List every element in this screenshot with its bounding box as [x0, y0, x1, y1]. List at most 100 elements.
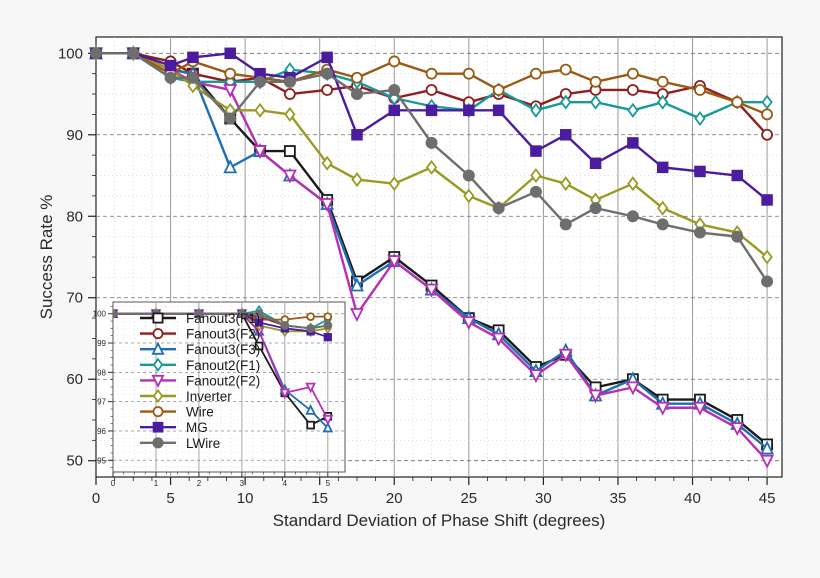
x-tick-label: 5	[166, 490, 174, 507]
data-point-marker	[127, 47, 140, 60]
inset-gridlines	[113, 302, 345, 472]
data-point-marker	[279, 388, 291, 400]
series-lwire	[89, 47, 774, 288]
legend-item-fanout2-f1[interactable]: Fanout2(F1)	[140, 357, 260, 373]
inset-y-tick-label: 96	[97, 427, 106, 436]
data-point-marker	[424, 283, 439, 298]
data-point-marker	[164, 71, 177, 84]
data-point-marker	[224, 67, 237, 80]
data-point-marker	[760, 440, 775, 455]
data-series-group	[89, 45, 775, 469]
data-point-marker	[560, 129, 572, 141]
legend-label: Fanout2(F1)	[186, 358, 260, 373]
data-point-marker	[656, 218, 669, 231]
data-point-marker	[284, 106, 296, 122]
data-point-marker	[152, 312, 164, 324]
y-tick-label: 90	[66, 127, 83, 144]
data-point-marker	[656, 75, 669, 88]
data-point-marker	[187, 51, 199, 64]
legend-item-inverter[interactable]: Inverter	[140, 388, 232, 404]
data-point-marker	[492, 104, 505, 117]
inset-x-tick-label: 5	[326, 479, 331, 488]
inset-series-group	[113, 304, 334, 433]
data-point-marker	[694, 84, 706, 96]
legend-label: Fanout2(F2)	[186, 373, 260, 388]
data-point-marker	[731, 96, 744, 109]
data-point-marker	[761, 128, 773, 141]
data-point-marker	[306, 323, 316, 333]
data-point-marker	[254, 341, 264, 351]
data-point-marker	[254, 102, 266, 118]
legend-item-fanout3-f3[interactable]: Fanout3(F3)	[140, 341, 260, 357]
data-point-marker	[462, 67, 475, 80]
legend-item-mg[interactable]: MG	[140, 420, 208, 435]
inset-x-tick-label: 2	[197, 479, 202, 488]
data-point-marker	[655, 401, 670, 416]
data-point-marker	[463, 104, 475, 117]
x-tick-label: 30	[535, 490, 552, 507]
legend-item-fanout3-f1[interactable]: Fanout3(F1)	[140, 311, 260, 326]
data-point-marker	[387, 255, 402, 270]
inset-axis-ticks	[108, 306, 339, 477]
data-point-marker	[283, 75, 296, 88]
inset-y-tick-labels: 95 96 97 98 99 100	[93, 310, 107, 466]
data-point-marker	[627, 102, 639, 118]
data-point-marker	[528, 369, 543, 384]
legend-label: MG	[186, 420, 208, 435]
data-point-marker	[425, 159, 438, 175]
data-point-marker	[254, 309, 264, 319]
data-point-marker	[627, 137, 639, 149]
data-point-marker	[492, 84, 505, 96]
data-point-marker	[656, 161, 669, 174]
data-point-marker	[306, 420, 315, 430]
data-point-marker	[694, 110, 706, 126]
data-point-marker	[560, 94, 572, 110]
data-point-marker	[350, 308, 364, 323]
data-point-marker	[224, 112, 237, 125]
data-point-marker	[152, 406, 164, 418]
data-point-marker	[589, 202, 602, 215]
data-point-marker	[625, 381, 640, 396]
data-point-marker	[280, 321, 290, 330]
data-point-marker	[626, 210, 639, 223]
x-tick-label: 20	[386, 490, 403, 507]
data-point-marker	[530, 67, 542, 80]
legend-item-wire[interactable]: Wire	[140, 405, 214, 420]
data-point-marker	[626, 84, 639, 96]
inset-x-tick-label: 4	[283, 479, 288, 488]
data-point-marker	[588, 389, 603, 404]
data-point-marker	[693, 226, 706, 239]
x-tick-labels: 0 5 10 15 20 25 30 35 40 45	[92, 490, 776, 507]
y-tick-label: 50	[66, 453, 83, 470]
data-point-marker	[530, 168, 542, 184]
data-point-marker	[152, 328, 164, 340]
data-point-marker	[152, 388, 164, 404]
x-tick-label: 45	[759, 490, 776, 507]
data-point-marker	[223, 84, 238, 98]
x-tick-label: 35	[610, 490, 627, 507]
data-point-marker	[589, 75, 602, 88]
inset-y-tick-label: 95	[97, 456, 106, 465]
data-point-marker	[627, 176, 639, 192]
data-point-marker	[731, 169, 744, 182]
data-point-marker	[322, 421, 334, 433]
data-point-marker	[425, 104, 438, 117]
data-point-marker	[254, 75, 267, 88]
legend-item-fanout3-f2[interactable]: Fanout3(F2)	[140, 327, 260, 342]
data-point-marker	[461, 316, 476, 331]
y-tick-label: 80	[66, 208, 83, 225]
data-point-marker	[89, 47, 102, 60]
data-point-marker	[560, 176, 572, 192]
data-point-marker	[730, 422, 745, 437]
inset-series-line	[113, 312, 328, 330]
data-point-marker	[388, 176, 400, 192]
legend-label: Inverter	[186, 389, 232, 404]
data-point-marker	[152, 421, 164, 433]
x-tick-label: 40	[684, 490, 701, 507]
legend-item-lwire[interactable]: LWire	[140, 436, 220, 451]
legend-item-fanout2-f2[interactable]: Fanout2(F2)	[140, 373, 260, 388]
data-point-marker	[589, 94, 602, 110]
data-point-marker	[492, 202, 505, 215]
